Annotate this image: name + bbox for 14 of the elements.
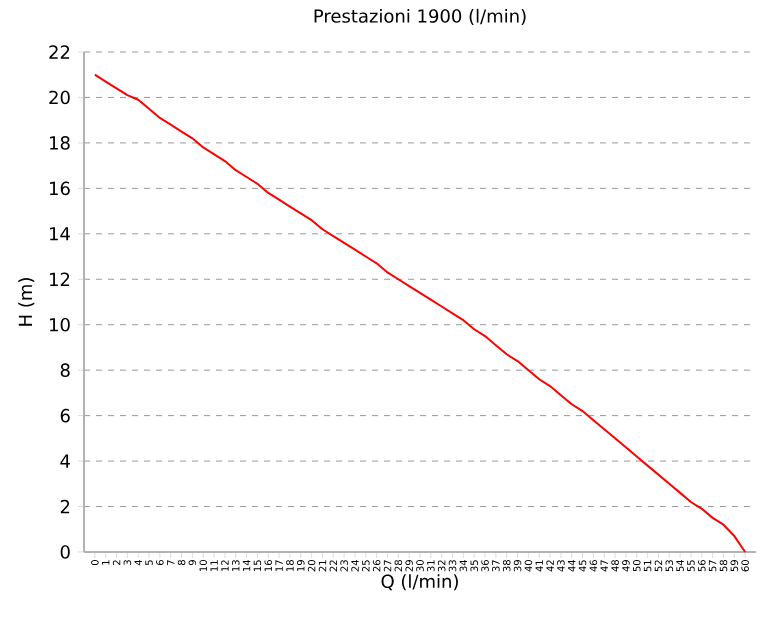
y-tick-label: 4 bbox=[60, 454, 70, 468]
y-tick-label: 18 bbox=[50, 136, 70, 150]
chart-title: Prestazioni 1900 (l/min) bbox=[314, 8, 526, 25]
y-tick-label: 12 bbox=[50, 272, 70, 286]
y-tick-label: 22 bbox=[49, 45, 70, 59]
y-tick-label: 6 bbox=[60, 408, 70, 423]
y-tick-label: 14 bbox=[50, 227, 70, 241]
y-tick-label: 16 bbox=[50, 181, 70, 196]
y-tick-label: 10 bbox=[50, 317, 70, 332]
x-axis-title: Q (l/min) bbox=[381, 574, 458, 591]
y-tick-label: 2 bbox=[60, 499, 70, 514]
y-tick-label: 8 bbox=[60, 363, 70, 377]
y-tick-label: 20 bbox=[49, 90, 70, 105]
y-axis-title: H (m) bbox=[18, 278, 35, 326]
